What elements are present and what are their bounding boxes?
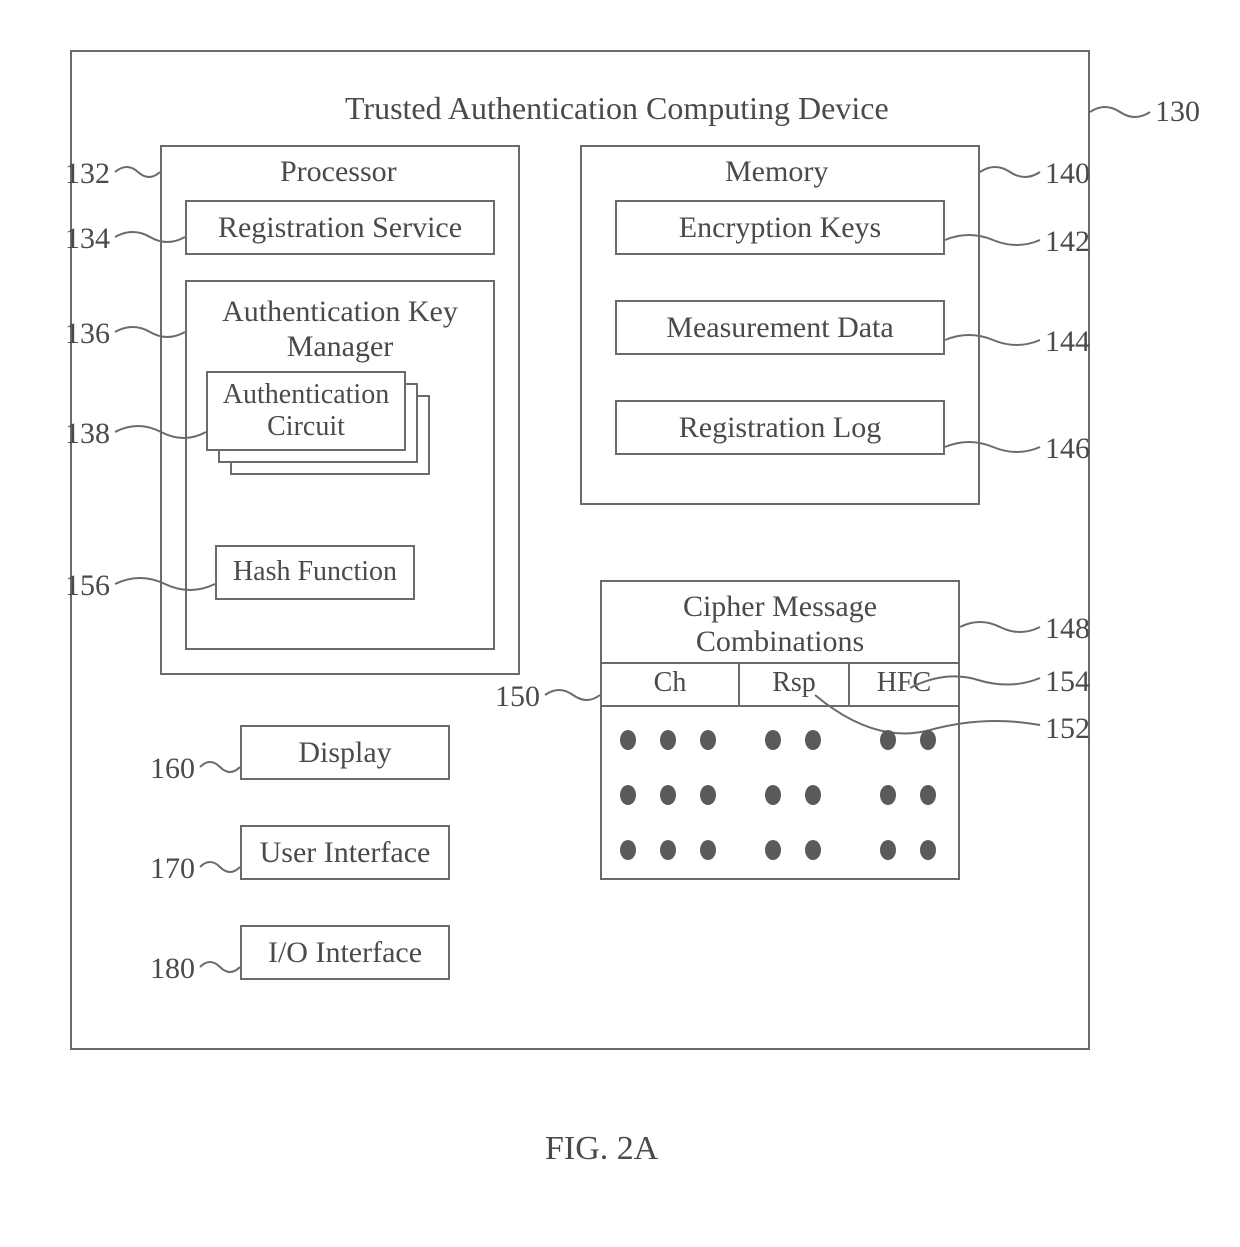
akm-title-line1: Authentication Key xyxy=(215,295,465,329)
dot xyxy=(765,730,781,750)
meas-box: Measurement Data xyxy=(615,300,945,355)
lead-156 xyxy=(115,572,215,597)
cipher-title-l1: Cipher Message xyxy=(600,590,960,624)
ref-130: 130 xyxy=(1155,95,1200,129)
cipher-title-l2: Combinations xyxy=(600,625,960,659)
auth-circuit-front: Authentication Circuit xyxy=(206,371,406,451)
dot xyxy=(700,840,716,860)
dot xyxy=(765,840,781,860)
dot xyxy=(805,730,821,750)
reglog-label: Registration Log xyxy=(617,402,943,445)
dot xyxy=(660,840,676,860)
auth-circuit-l1: Authentication xyxy=(208,373,404,411)
auth-circuit-l2: Circuit xyxy=(208,411,404,443)
dot xyxy=(920,785,936,805)
ref-180: 180 xyxy=(150,952,195,986)
dot xyxy=(700,785,716,805)
dot xyxy=(660,730,676,750)
dot xyxy=(805,785,821,805)
enc-label: Encryption Keys xyxy=(617,202,943,245)
memory-title: Memory xyxy=(725,155,828,189)
lead-136 xyxy=(115,320,185,345)
ref-150: 150 xyxy=(495,680,540,714)
processor-title: Processor xyxy=(280,155,397,189)
reglog-box: Registration Log xyxy=(615,400,945,455)
ref-156: 156 xyxy=(65,569,110,603)
dot xyxy=(920,730,936,750)
dot xyxy=(620,840,636,860)
registration-service-box: Registration Service xyxy=(185,200,495,255)
dot xyxy=(620,730,636,750)
registration-service-label: Registration Service xyxy=(187,202,493,245)
dot xyxy=(880,840,896,860)
lead-170 xyxy=(200,855,240,880)
lead-140 xyxy=(980,160,1040,185)
lead-160 xyxy=(200,755,240,780)
lead-150 xyxy=(545,683,600,708)
lead-144 xyxy=(945,328,1040,353)
lead-130 xyxy=(1090,100,1150,130)
display-label: Display xyxy=(242,727,448,770)
ref-144: 144 xyxy=(1045,325,1090,359)
akm-title-line2: Manager xyxy=(215,330,465,364)
display-box: Display xyxy=(240,725,450,780)
hash-box: Hash Function xyxy=(215,545,415,600)
dot xyxy=(920,840,936,860)
ref-138: 138 xyxy=(65,417,110,451)
ref-140: 140 xyxy=(1045,157,1090,191)
ref-136: 136 xyxy=(65,317,110,351)
meas-label: Measurement Data xyxy=(617,302,943,345)
ref-148: 148 xyxy=(1045,612,1090,646)
dot xyxy=(660,785,676,805)
device-title: Trusted Authentication Computing Device xyxy=(345,90,889,127)
cipher-col-ch: Ch xyxy=(600,662,740,707)
ref-132: 132 xyxy=(65,157,110,191)
hash-label: Hash Function xyxy=(217,547,413,588)
io-label: I/O Interface xyxy=(242,927,448,970)
ref-142: 142 xyxy=(1045,225,1090,259)
figure-label: FIG. 2A xyxy=(545,1130,658,1168)
lead-138 xyxy=(115,420,206,445)
ui-label: User Interface xyxy=(242,827,448,870)
ref-160: 160 xyxy=(150,752,195,786)
dot xyxy=(880,730,896,750)
ref-152: 152 xyxy=(1045,712,1090,746)
ref-170: 170 xyxy=(150,852,195,886)
lead-142 xyxy=(945,228,1040,253)
ref-146: 146 xyxy=(1045,432,1090,466)
lead-132 xyxy=(115,160,160,185)
io-box: I/O Interface xyxy=(240,925,450,980)
ui-box: User Interface xyxy=(240,825,450,880)
ref-154: 154 xyxy=(1045,665,1090,699)
lead-154 xyxy=(910,670,1040,695)
enc-box: Encryption Keys xyxy=(615,200,945,255)
dot xyxy=(620,785,636,805)
lead-148 xyxy=(960,615,1040,640)
ref-134: 134 xyxy=(65,222,110,256)
dot xyxy=(880,785,896,805)
lead-180 xyxy=(200,955,240,980)
lead-134 xyxy=(115,225,185,250)
dot xyxy=(805,840,821,860)
lead-146 xyxy=(945,435,1040,460)
dot xyxy=(700,730,716,750)
dot xyxy=(765,785,781,805)
